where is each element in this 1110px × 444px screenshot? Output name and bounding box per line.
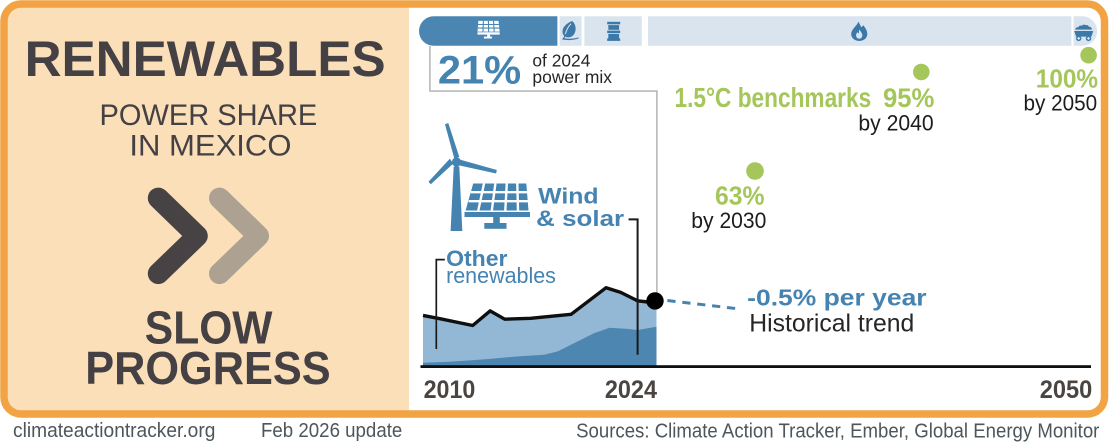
svg-text:Other: Other [446,246,508,271]
svg-text:100%: 100% [1036,65,1098,93]
svg-text:renewables: renewables [446,263,556,288]
svg-text:Feb 2026 update: Feb 2026 update [261,419,402,442]
svg-text:by 2050: by 2050 [1024,91,1098,116]
svg-text:Historical trend: Historical trend [749,310,914,338]
svg-text:Wind: Wind [538,183,599,208]
svg-text:of 2024: of 2024 [532,50,590,70]
svg-text:climateactiontracker.org: climateactiontracker.org [13,419,215,442]
svg-text:PROGRESS: PROGRESS [85,342,331,394]
svg-text:2024: 2024 [605,376,657,404]
svg-text:& solar: & solar [536,206,624,231]
svg-text:RENEWABLES: RENEWABLES [25,31,386,87]
svg-text:63%: 63% [715,182,765,210]
svg-text:Sources: Climate Action Tracke: Sources: Climate Action Tracker, Ember, … [576,419,1099,442]
svg-text:-0.5% per year: -0.5% per year [747,284,926,310]
svg-text:1.5°C benchmarks: 1.5°C benchmarks [675,82,872,113]
svg-text:2050: 2050 [1040,376,1093,404]
svg-text:POWER SHARE: POWER SHARE [100,99,318,132]
svg-text:21%: 21% [438,48,521,92]
svg-text:SLOW: SLOW [145,302,273,354]
svg-text:by 2040: by 2040 [858,110,933,135]
svg-text:95%: 95% [883,83,934,113]
svg-text:IN MEXICO: IN MEXICO [129,129,291,162]
svg-text:by 2030: by 2030 [691,208,766,233]
svg-text:2010: 2010 [424,376,476,404]
svg-text:power mix: power mix [532,67,612,87]
